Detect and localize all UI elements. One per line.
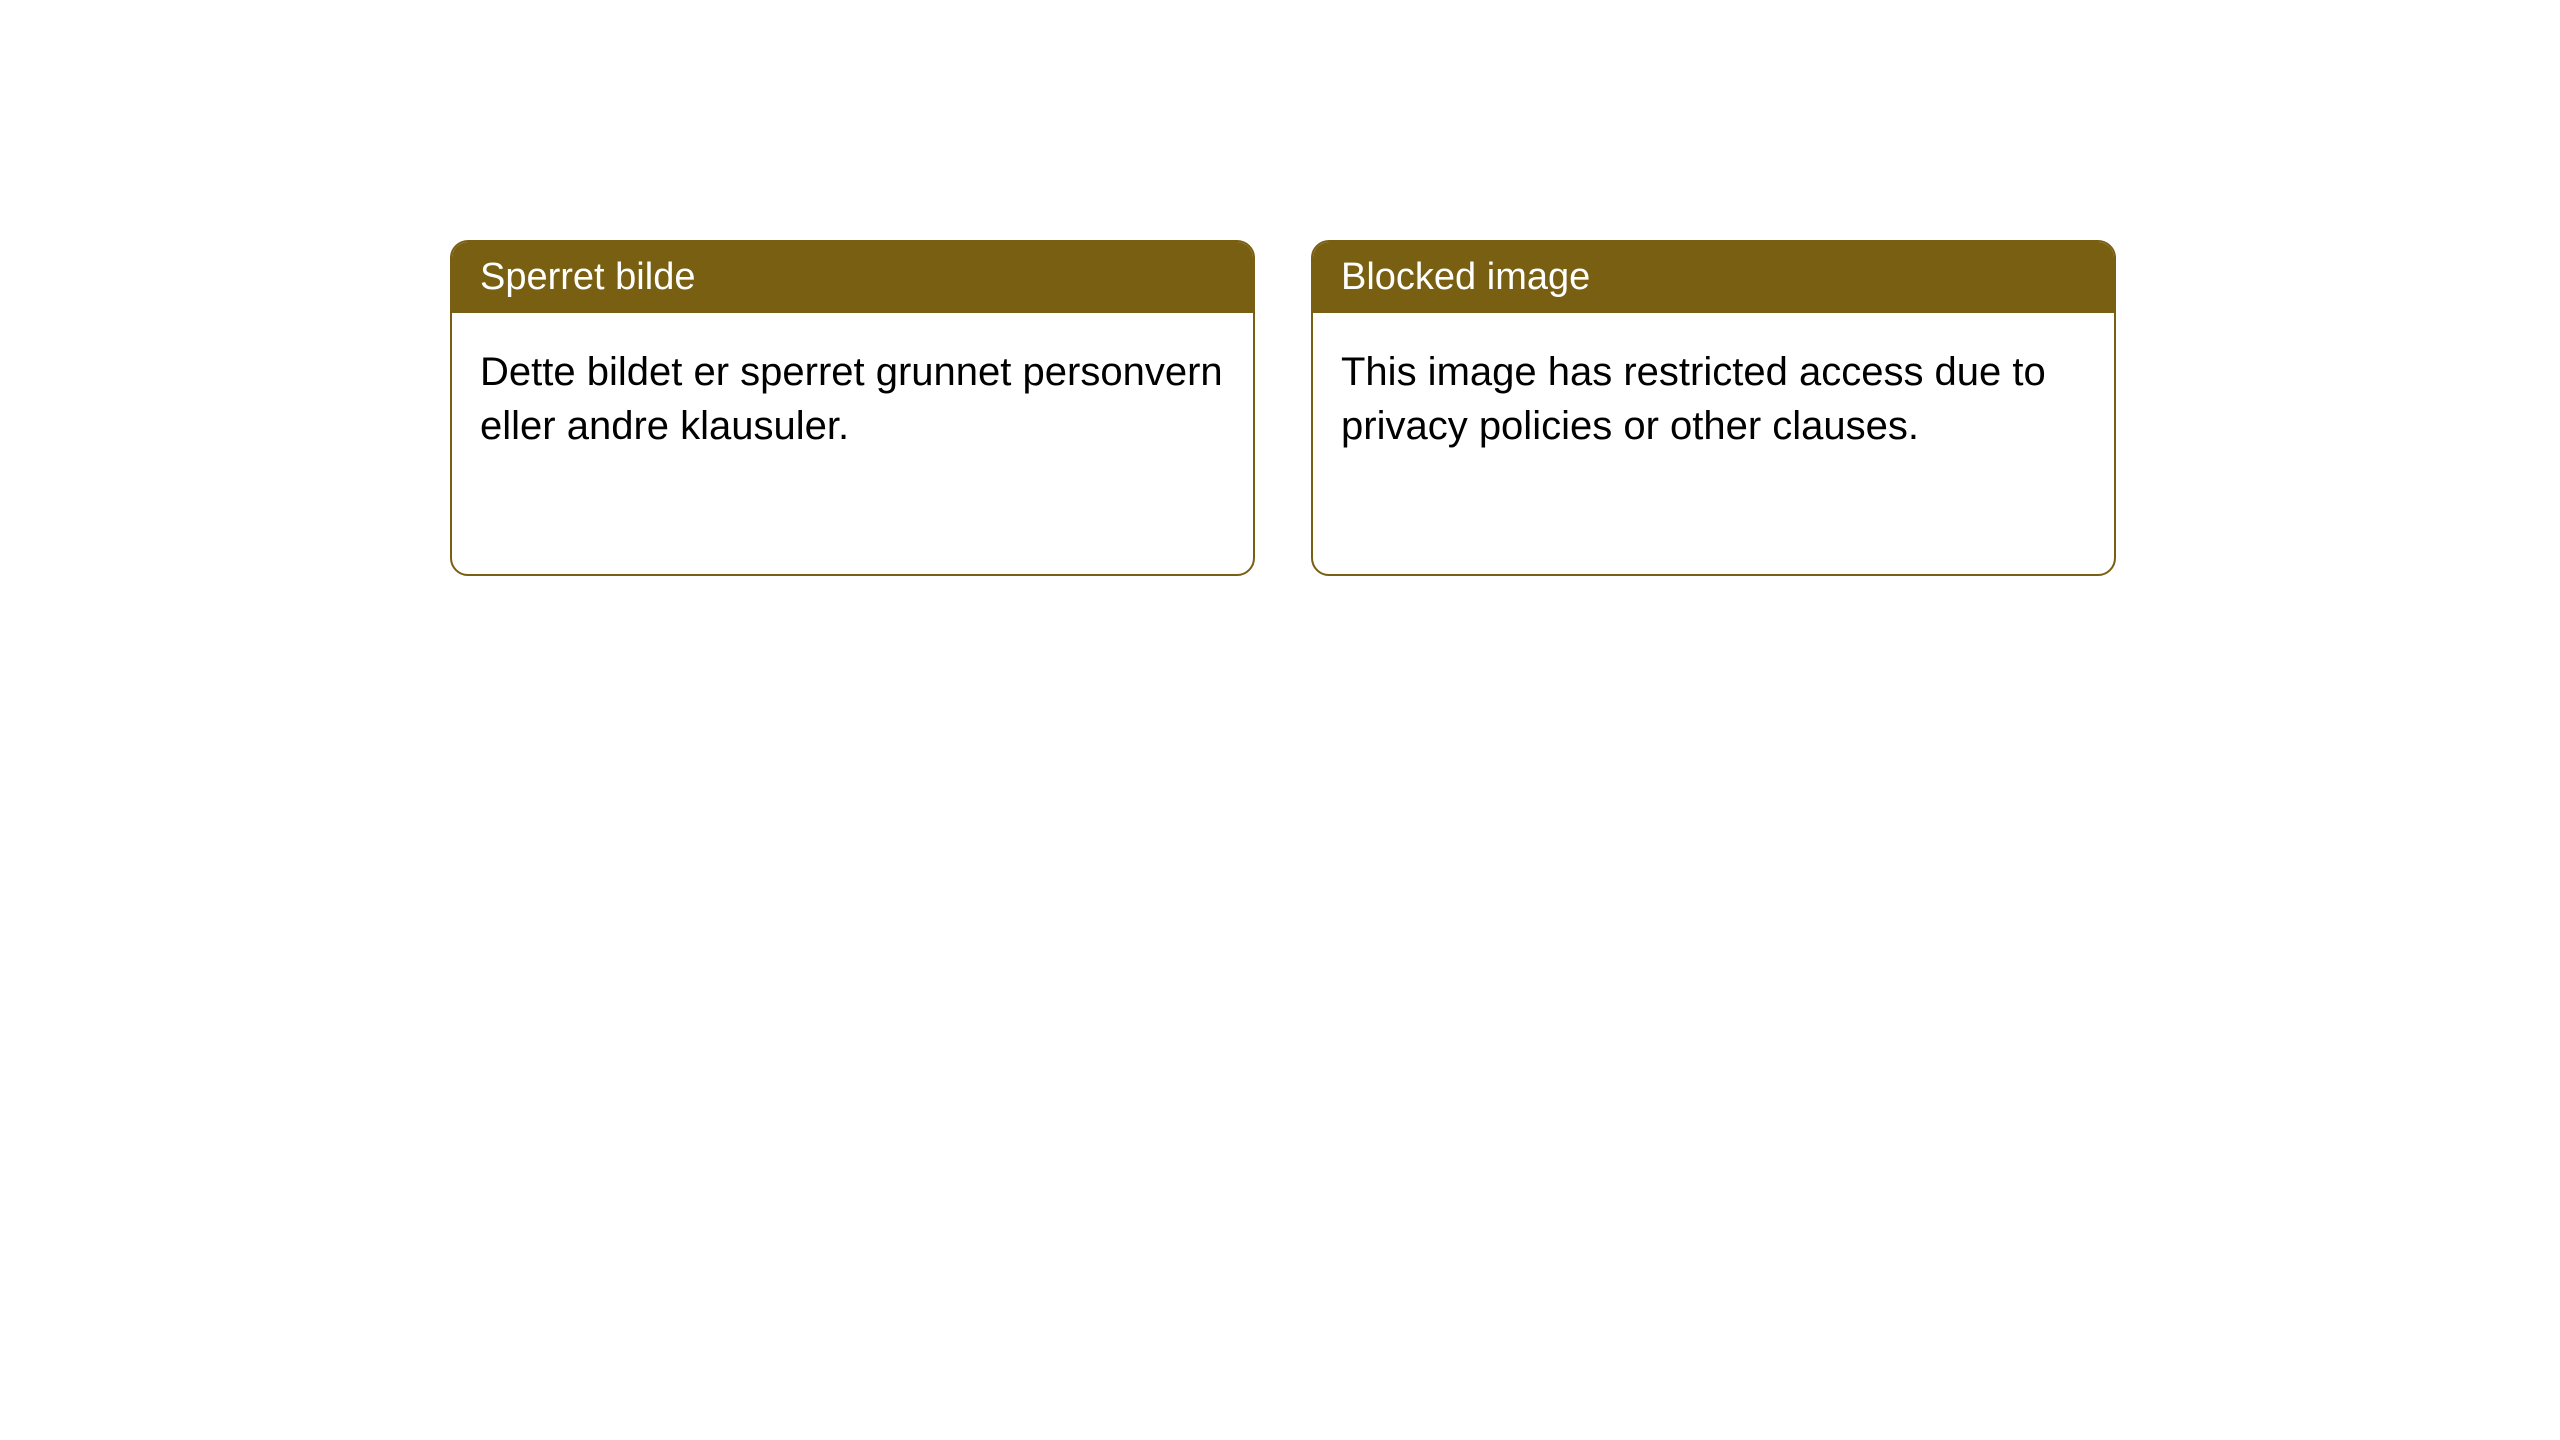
card-body-text: Dette bildet er sperret grunnet personve…	[452, 313, 1253, 485]
notice-card-norwegian: Sperret bilde Dette bildet er sperret gr…	[450, 240, 1255, 576]
card-title: Sperret bilde	[452, 242, 1253, 313]
card-body-text: This image has restricted access due to …	[1313, 313, 2114, 485]
notice-cards-row: Sperret bilde Dette bildet er sperret gr…	[450, 240, 2116, 576]
card-title: Blocked image	[1313, 242, 2114, 313]
notice-card-english: Blocked image This image has restricted …	[1311, 240, 2116, 576]
